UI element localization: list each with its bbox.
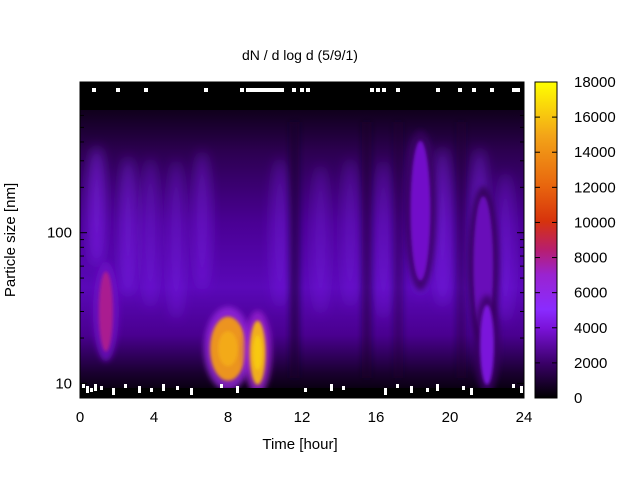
heatmap-streak xyxy=(341,157,360,308)
x-tick-label: 4 xyxy=(150,409,158,426)
colorbar-tick-label: 14000 xyxy=(574,144,616,161)
heatmap-field xyxy=(87,122,515,395)
y-tick-label: 10 xyxy=(55,375,72,392)
heatmap-streak xyxy=(311,164,330,315)
heatmap-streak xyxy=(270,157,289,308)
missing-data-mark xyxy=(396,384,399,388)
heatmap-streak xyxy=(167,159,186,320)
chart-title: dN / d log d (5/9/1) xyxy=(242,47,358,63)
missing-data-mark xyxy=(162,384,165,391)
y-tick-label: 100 xyxy=(47,225,72,242)
missing-data-mark xyxy=(342,386,345,390)
heatmap-streak xyxy=(374,159,393,320)
colorbar-tick-label: 8000 xyxy=(574,250,607,267)
missing-data-mark xyxy=(370,88,374,92)
missing-data-mark xyxy=(306,88,310,92)
x-tick-label: 0 xyxy=(76,409,84,426)
missing-data-mark xyxy=(248,88,282,92)
heatmap-feature xyxy=(410,140,431,281)
colorbar-tick-label: 18000 xyxy=(574,74,616,91)
heatmap-gap xyxy=(289,122,300,378)
missing-data-mark xyxy=(512,384,515,388)
heatmap-gap xyxy=(361,122,372,378)
missing-data-mark xyxy=(436,88,440,92)
x-tick-label: 24 xyxy=(516,409,533,426)
heatmap-gap xyxy=(456,122,467,378)
missing-data-mark xyxy=(304,388,307,392)
missing-data-mark xyxy=(92,88,96,92)
colorbar-tick-label: 16000 xyxy=(574,109,616,126)
x-tick-label: 16 xyxy=(368,409,385,426)
missing-data-mark xyxy=(512,88,516,92)
colorbar-tick-label: 0 xyxy=(574,390,582,407)
missing-data-mark xyxy=(90,388,93,392)
missing-data-mark xyxy=(490,88,494,92)
missing-data-mark xyxy=(470,388,473,395)
heatmap-feature-peak xyxy=(253,335,262,371)
missing-data-mark xyxy=(204,88,208,92)
heatmap-streak xyxy=(433,146,452,307)
missing-data-mark xyxy=(382,88,386,92)
heatmap-streak xyxy=(141,157,160,308)
colorbar-tick-label: 6000 xyxy=(574,285,607,302)
missing-data-mark xyxy=(176,386,179,390)
x-axis-label: Time [hour] xyxy=(262,436,337,453)
heatmap-streak xyxy=(496,172,515,323)
missing-data-mark xyxy=(116,88,120,92)
x-tick-label: 20 xyxy=(442,409,459,426)
missing-data-mark xyxy=(426,388,429,392)
missing-data-mark xyxy=(190,388,193,395)
missing-data-mark xyxy=(150,388,153,392)
missing-data-mark xyxy=(516,88,520,92)
colorbar-tick-label: 2000 xyxy=(574,355,607,372)
missing-data-mark xyxy=(144,88,148,92)
missing-data-mark xyxy=(436,384,439,391)
colorbar xyxy=(534,81,558,399)
x-tick-label: 8 xyxy=(224,409,232,426)
colorbar-tick-label: 12000 xyxy=(574,179,616,196)
missing-data-mark xyxy=(462,386,465,390)
missing-data-mark xyxy=(220,384,223,388)
missing-data-mark xyxy=(472,88,476,92)
missing-data-mark xyxy=(124,384,127,388)
missing-data-mark xyxy=(86,386,89,393)
missing-data-mark xyxy=(112,388,115,395)
missing-data-mark xyxy=(138,386,141,393)
missing-data-mark xyxy=(384,388,387,395)
heatmap-feature xyxy=(98,271,113,352)
missing-data-mark xyxy=(410,386,413,393)
missing-data-mark xyxy=(82,384,85,388)
heatmap-streak xyxy=(87,146,106,267)
missing-data-mark xyxy=(300,88,304,92)
missing-data-mark xyxy=(240,88,244,92)
colorbar-tick-label: 10000 xyxy=(574,214,616,231)
missing-data-mark xyxy=(330,384,333,391)
plot-area xyxy=(80,82,524,398)
colorbar-tick-label: 4000 xyxy=(574,320,607,337)
missing-data-mark xyxy=(100,386,103,390)
missing-data-mark xyxy=(520,386,523,393)
missing-data-mark xyxy=(396,88,400,92)
missing-data-mark xyxy=(376,88,380,92)
x-axis: 0 4 8 12 16 20 24 xyxy=(76,82,533,426)
missing-data-mark xyxy=(292,88,296,92)
y-axis-label: Particle size [nm] xyxy=(2,183,19,297)
x-tick-label: 12 xyxy=(294,409,311,426)
heatmap-gap xyxy=(393,122,404,378)
heatmap-feature-peak xyxy=(218,331,238,367)
heatmap-streak xyxy=(193,150,212,291)
heatmap-streak xyxy=(119,156,138,297)
missing-data-mark xyxy=(94,384,97,391)
colorbar-axis: 0 2000 4000 6000 8000 10000 12000 14000 16000 180… xyxy=(535,74,616,407)
missing-data-mark xyxy=(236,386,239,393)
y-axis: 10 100 xyxy=(47,88,524,392)
missing-data-mark xyxy=(458,88,462,92)
heatmap-feature xyxy=(480,304,494,385)
